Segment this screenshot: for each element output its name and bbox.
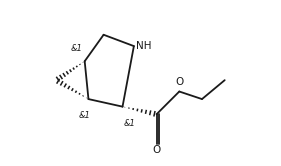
Text: NH: NH — [136, 41, 152, 50]
Text: O: O — [175, 77, 183, 87]
Text: O: O — [153, 145, 161, 155]
Text: &1: &1 — [71, 44, 83, 53]
Text: &1: &1 — [79, 111, 90, 120]
Text: &1: &1 — [123, 119, 135, 128]
